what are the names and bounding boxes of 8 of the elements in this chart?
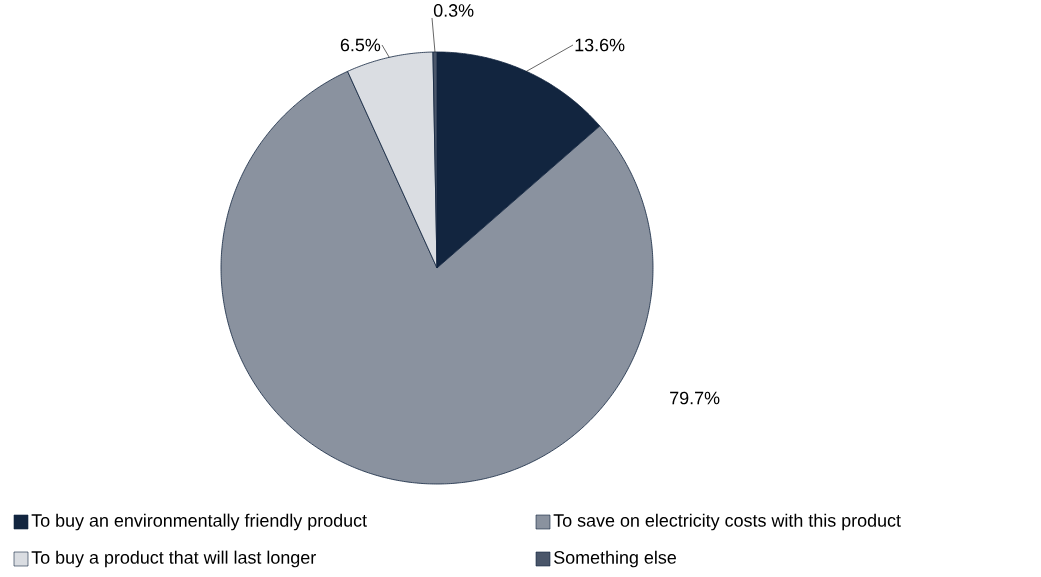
legend-label: To save on electricity costs with this product [553, 513, 901, 531]
data-label: 13.6% [575, 38, 625, 52]
legend-label: Something else [554, 550, 676, 568]
legend-label: To buy an environmentally friendly product [31, 513, 367, 531]
legend-label: To buy a product that will last longer [31, 550, 316, 568]
data-label: 79.7% [670, 391, 720, 405]
data-label: 0.3% [433, 4, 474, 17]
data-label: 6.5% [340, 38, 381, 52]
